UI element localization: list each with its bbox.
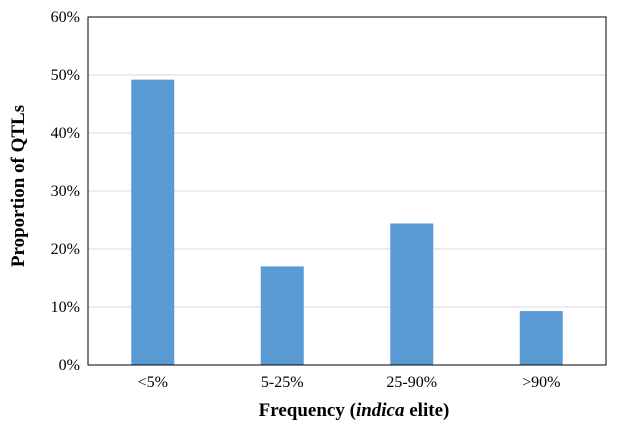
- x-tick-label: 5-25%: [261, 374, 304, 391]
- bar: [390, 223, 434, 365]
- bar: [131, 79, 175, 365]
- x-axis-title: Frequency (indica elite): [259, 400, 450, 421]
- x-tick-label: <5%: [138, 374, 168, 391]
- y-tick-label: 0%: [59, 357, 80, 374]
- y-tick-label: 60%: [51, 9, 80, 26]
- bar: [260, 266, 304, 365]
- y-tick-label: 20%: [51, 241, 80, 258]
- y-axis-title: Proportion of QTLs: [8, 105, 29, 267]
- x-tick-labels: <5% 5-25% 25-90% >90%: [138, 374, 561, 391]
- y-tick-label: 40%: [51, 125, 80, 142]
- bar: [519, 311, 563, 365]
- y-tick-label: 30%: [51, 183, 80, 200]
- plot-frame: [87, 16, 607, 366]
- y-tick-label: 10%: [51, 299, 80, 316]
- x-tick-label: 25-90%: [386, 374, 437, 391]
- bars: [131, 79, 563, 365]
- y-tick-label: 50%: [51, 67, 80, 84]
- x-tick-label: >90%: [522, 374, 560, 391]
- gridlines: [88, 74, 606, 308]
- y-tick-labels: 0% 10% 20% 30% 40% 50% 60%: [51, 9, 80, 374]
